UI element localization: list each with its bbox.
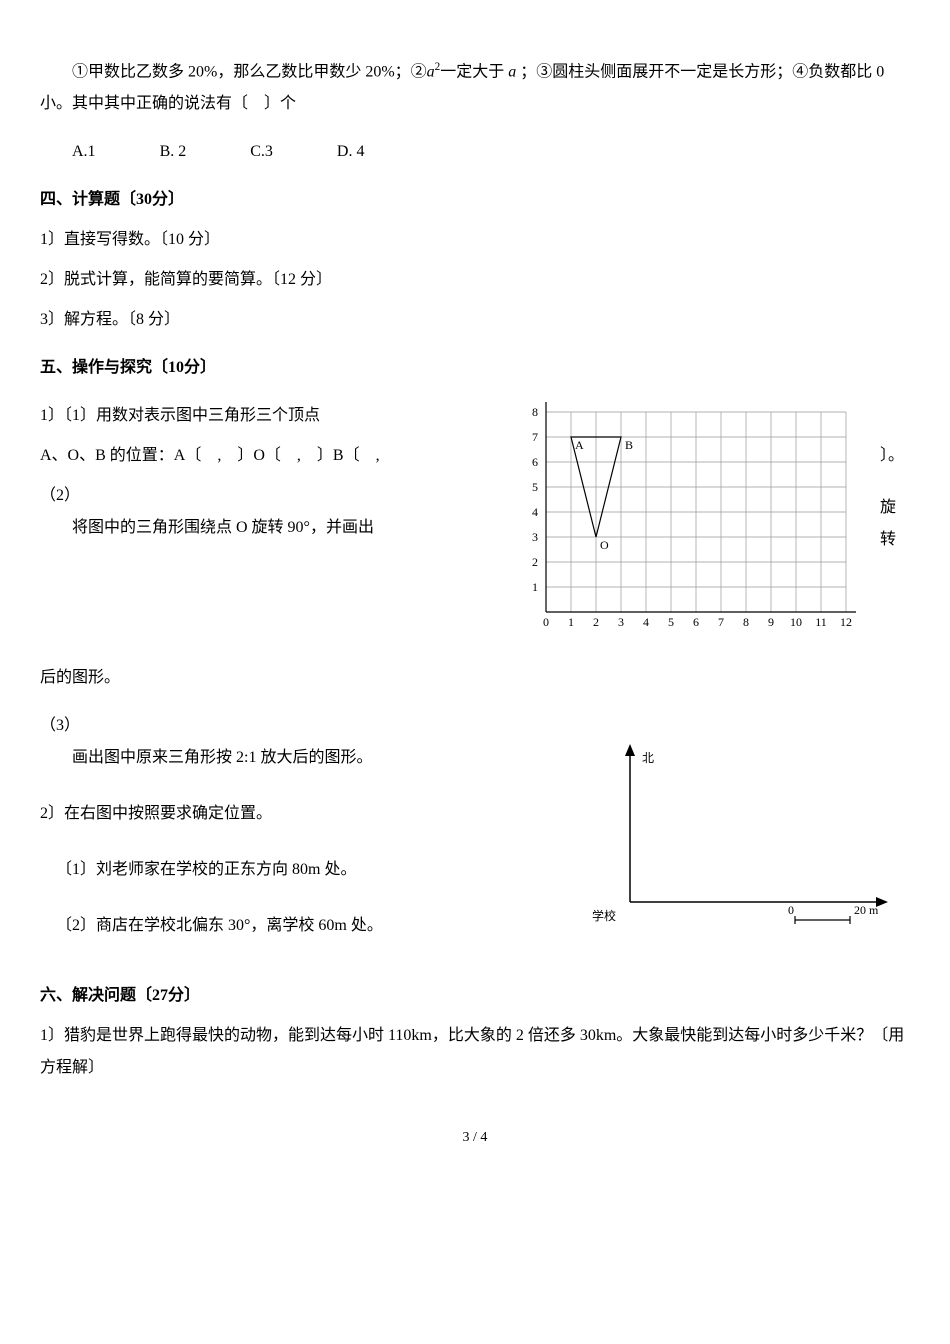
svg-text:学校: 学校 (592, 908, 616, 923)
svg-text:8: 8 (743, 615, 749, 629)
svg-text:0: 0 (543, 615, 549, 629)
sec5-q1-2-wrap: 将图中的三角形围绕点 O 旋转 90°，并画出 (40, 512, 516, 544)
sec5-q2-2: 〔2〕商店在学校北偏东 30°，离学校 60m 处。 (40, 910, 580, 942)
sec5-q13-q2-row: （3） 画出图中原来三角形按 2:1 放大后的图形。 2〕在右图中按照要求确定位… (40, 702, 910, 964)
intro-formula-b: a (508, 63, 516, 80)
svg-text:B: B (625, 438, 633, 452)
section4-title: 四、计算题〔30分〕 (40, 184, 910, 216)
sec5-q1-3b: 画出图中原来三角形按 2:1 放大后的图形。 (40, 742, 580, 774)
sec5-q2-1: 〔1〕刘老师家在学校的正东方向 80m 处。 (40, 854, 580, 886)
svg-text:4: 4 (532, 505, 538, 519)
intro-text-b: 一定大于 (440, 63, 504, 80)
choice-a: A.1 (72, 136, 96, 168)
sec5-q1-line2b: 〕。 (880, 440, 910, 472)
svg-text:12: 12 (840, 615, 852, 629)
page-number: 3 / 4 (40, 1124, 910, 1152)
svg-text:3: 3 (618, 615, 624, 629)
sec4-q3: 3〕解方程。〔8 分〕 (40, 304, 910, 336)
intro-formula-a: a (427, 63, 435, 80)
svg-text:1: 1 (568, 615, 574, 629)
svg-text:20 m: 20 m (854, 903, 879, 917)
choice-d: D. 4 (337, 136, 365, 168)
sec5-q1-2c: 旋 转 (880, 492, 910, 556)
sec5-q2: 2〕在右图中按照要求确定位置。 (40, 798, 580, 830)
sec5-q1-text: 1〕〔1〕用数对表示图中三角形三个顶点 A、O、B 的位置：A〔 , 〕O〔 ,… (40, 392, 516, 552)
sec4-q2: 2〕脱式计算，能简算的要简算。〔12 分〕 (40, 264, 910, 296)
choice-c: C.3 (250, 136, 273, 168)
compass-svg: 北学校 0 20 m (580, 732, 910, 952)
svg-text:6: 6 (532, 455, 538, 469)
svg-text:5: 5 (668, 615, 674, 629)
svg-text:4: 4 (643, 615, 649, 629)
svg-text:2: 2 (593, 615, 599, 629)
sec5-q1-2a: （2） (40, 480, 516, 512)
sec5-q1-prefix: 1〕〔1〕用数对表示图中三角形三个顶点 (40, 400, 516, 432)
svg-text:7: 7 (532, 430, 538, 444)
section5-title: 五、操作与探究〔10分〕 (40, 352, 910, 384)
svg-text:5: 5 (532, 480, 538, 494)
sec6-q1: 1〕猎豹是世界上跑得最快的动物，能到达每小时 110km，比大象的 2 倍还多 … (40, 1020, 910, 1084)
sec5-q13-q2-text: （3） 画出图中原来三角形按 2:1 放大后的图形。 2〕在右图中按照要求确定位… (40, 702, 580, 950)
intro-statement: ①甲数比乙数多 20%，那么乙数比甲数少 20%；②a2一定大于 a ；③圆柱头… (40, 56, 910, 120)
choice-row: A.1 B. 2 C.3 D. 4 (40, 136, 910, 168)
svg-text:A: A (575, 438, 584, 452)
sec5-q1-row: 1〕〔1〕用数对表示图中三角形三个顶点 A、O、B 的位置：A〔 , 〕O〔 ,… (40, 392, 910, 654)
svg-text:11: 11 (815, 615, 827, 629)
compass-chart: 北学校 0 20 m (580, 702, 910, 964)
sec5-q1-2b: 将图中的三角形围绕点 O 旋转 90°，并画出 (40, 512, 374, 544)
sec5-q1-2-after: 后的图形。 (40, 662, 910, 694)
svg-text:O: O (600, 538, 609, 552)
intro-text-a: ①甲数比乙数多 20%，那么乙数比甲数少 20%；② (72, 63, 427, 80)
sec5-q1-line2a: A、O、B 的位置：A〔 , 〕O〔 , 〕B〔 , (40, 440, 380, 472)
svg-text:10: 10 (790, 615, 802, 629)
sec5-q1-3a: （3） (40, 710, 580, 742)
svg-text:3: 3 (532, 530, 538, 544)
svg-text:2: 2 (532, 555, 538, 569)
section6-title: 六、解决问题〔27分〕 (40, 980, 910, 1012)
svg-text:北: 北 (642, 751, 654, 765)
sec4-q1: 1〕直接写得数。〔10 分〕 (40, 224, 910, 256)
grid-chart: 012345678910111212345678ABO (516, 392, 876, 654)
choice-b: B. 2 (160, 136, 187, 168)
svg-text:9: 9 (768, 615, 774, 629)
svg-text:6: 6 (693, 615, 699, 629)
svg-text:1: 1 (532, 580, 538, 594)
sec5-q1-line2: A、O、B 的位置：A〔 , 〕O〔 , 〕B〔 , (40, 440, 516, 472)
svg-text:7: 7 (718, 615, 724, 629)
svg-text:8: 8 (532, 405, 538, 419)
svg-text:0: 0 (788, 903, 794, 917)
sec5-q1-tail: 〕。 旋 转 (876, 392, 910, 564)
grid-svg: 012345678910111212345678ABO (516, 392, 876, 642)
